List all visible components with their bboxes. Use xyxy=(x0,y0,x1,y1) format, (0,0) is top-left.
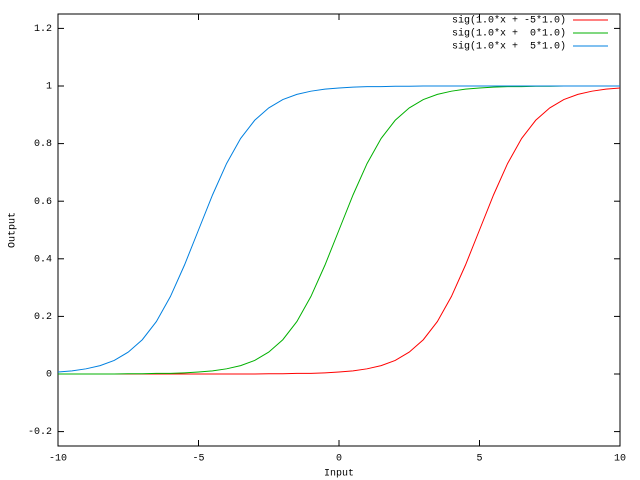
legend-label: sig(1.0*x + 0*1.0) xyxy=(452,28,566,40)
x-tick-label: 0 xyxy=(336,454,342,465)
series-line xyxy=(57,85,620,373)
y-tick-label: 0.6 xyxy=(34,197,52,208)
y-tick-label: 1 xyxy=(46,82,52,93)
x-tick-label: 5 xyxy=(476,454,482,465)
y-tick-label: 0 xyxy=(46,370,52,381)
x-axis-label: Input xyxy=(324,469,354,480)
y-tick-label: -0.2 xyxy=(28,427,52,438)
y-axis-label: Output xyxy=(8,212,19,248)
legend-label: sig(1.0*x + -5*1.0) xyxy=(452,15,566,27)
y-tick-label: 1.2 xyxy=(34,24,52,35)
y-tick-label: 0.8 xyxy=(34,139,52,150)
series-line xyxy=(58,85,620,375)
legend-label: sig(1.0*x + 5*1.0) xyxy=(452,41,566,53)
y-tick-label: 0.2 xyxy=(34,312,52,323)
x-tick-label: -10 xyxy=(49,454,67,465)
x-tick-label: -5 xyxy=(192,454,204,465)
y-tick-label: 0.4 xyxy=(34,254,52,265)
x-tick-label: 10 xyxy=(614,454,626,465)
